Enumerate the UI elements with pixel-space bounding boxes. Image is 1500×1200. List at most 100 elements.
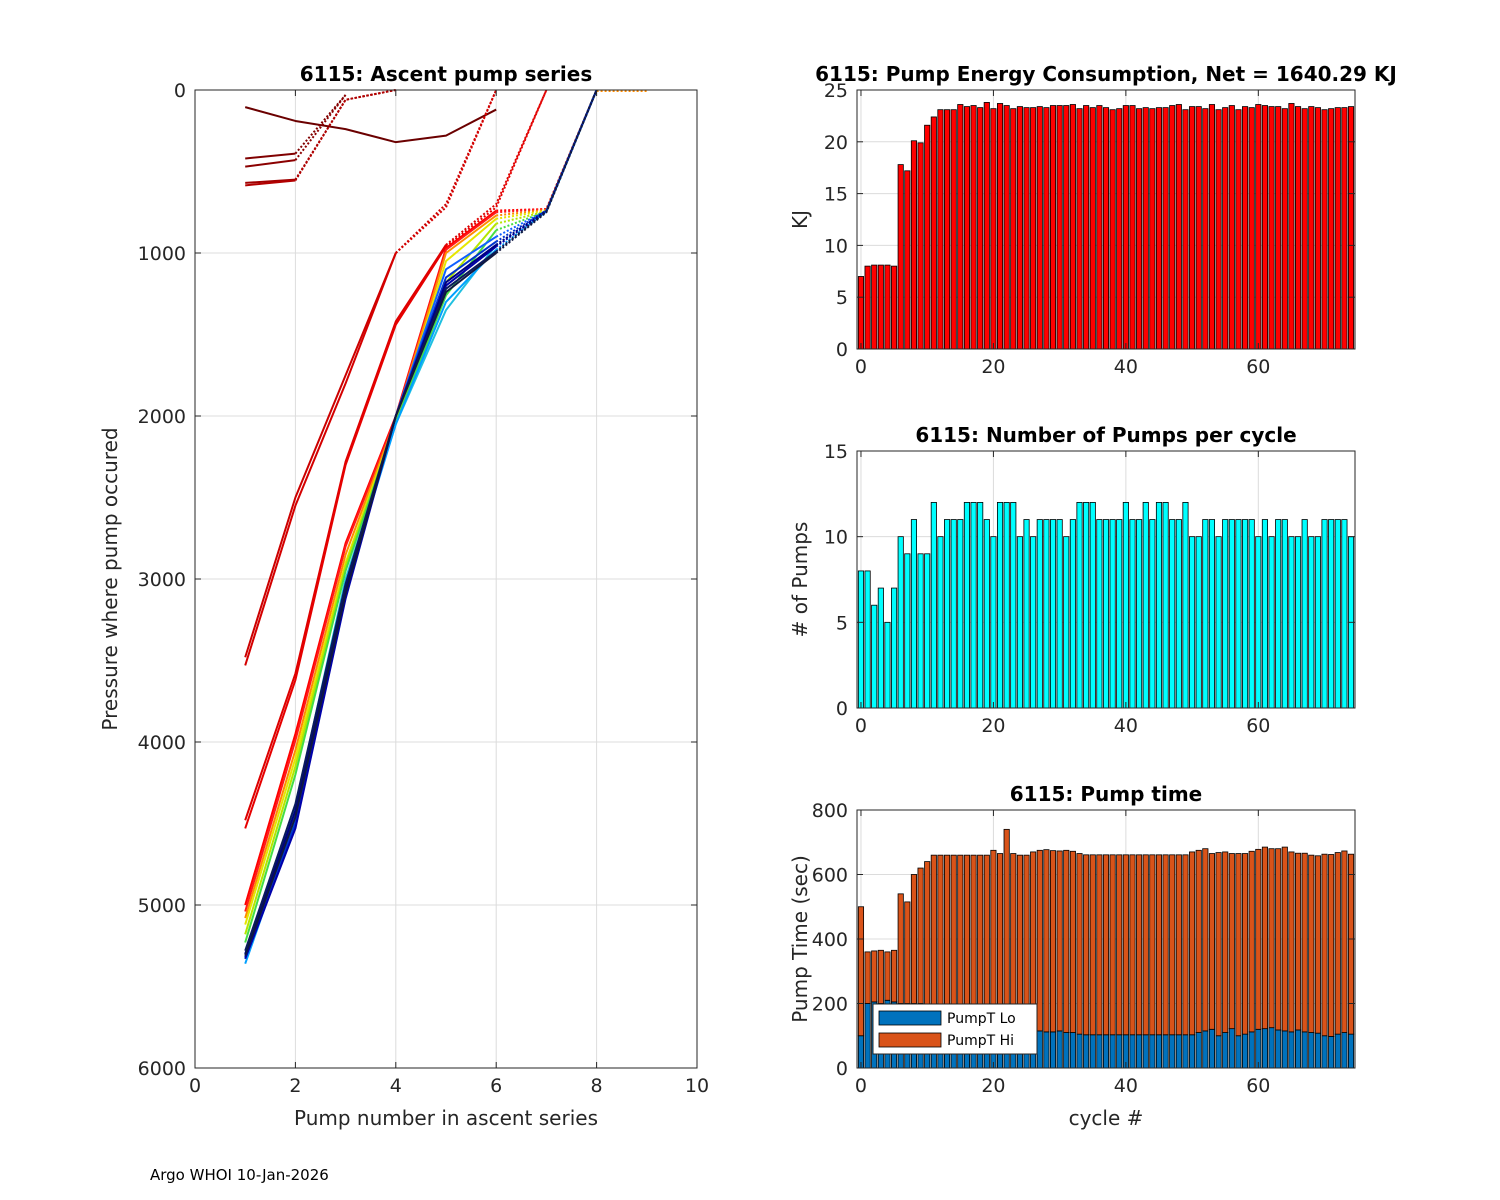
bar bbox=[1314, 107, 1321, 350]
bar-pumpt-lo bbox=[1109, 1034, 1116, 1069]
bar bbox=[1281, 519, 1288, 709]
bar-pumpt-lo bbox=[1116, 1034, 1123, 1069]
bar-pumpt-hi bbox=[1043, 849, 1050, 1033]
series-line bbox=[245, 179, 296, 187]
bar bbox=[871, 264, 878, 350]
bar bbox=[1334, 519, 1341, 709]
bar-pumpt-lo bbox=[1208, 1028, 1216, 1069]
bar bbox=[917, 553, 924, 709]
ascent-pump-series-chart: 0 2 4 6 8 10 0 1000 2000 3000 4000 5000 6000 6115: As… bbox=[98, 62, 709, 1130]
bar bbox=[924, 553, 931, 709]
legend-label: PumpT Lo bbox=[947, 1011, 1016, 1027]
bar-pumpt-lo bbox=[1314, 1032, 1321, 1069]
x-tick-label: 2 bbox=[289, 1075, 301, 1097]
pumps-per-cycle-chart: 0 20 40 60 0 5 10 15 6115: Number of Pumps per c… bbox=[788, 423, 1356, 737]
bar-pumpt-lo bbox=[1063, 1032, 1070, 1069]
bar-pumpt-lo bbox=[1347, 1033, 1355, 1069]
bar-pumpt-hi bbox=[1116, 854, 1123, 1036]
bar bbox=[1076, 108, 1083, 350]
series-line bbox=[244, 245, 447, 829]
bar bbox=[1175, 104, 1182, 350]
bar-pumpt-hi bbox=[1195, 849, 1202, 1033]
series-line-dotted bbox=[495, 89, 598, 254]
bar bbox=[1255, 104, 1262, 350]
bar bbox=[1235, 519, 1242, 709]
bar-pumpt-lo bbox=[1056, 1030, 1063, 1069]
bar bbox=[1122, 501, 1129, 709]
bar bbox=[1202, 108, 1209, 350]
series-line bbox=[244, 214, 497, 919]
bar bbox=[1136, 519, 1143, 709]
bar bbox=[897, 164, 904, 350]
bar bbox=[996, 103, 1004, 350]
axes-frame bbox=[856, 450, 1356, 709]
bar-pumpt-lo bbox=[1222, 1032, 1229, 1069]
y-tick-label: 5000 bbox=[138, 895, 186, 917]
series-line-dotted bbox=[495, 89, 598, 225]
bar bbox=[1016, 106, 1023, 350]
bar bbox=[970, 105, 977, 350]
bar bbox=[1275, 519, 1282, 709]
bar-pumpt-hi bbox=[1142, 854, 1149, 1036]
bar bbox=[1063, 536, 1070, 709]
bar bbox=[950, 519, 957, 709]
x-tick-label: 60 bbox=[1246, 715, 1270, 737]
bar bbox=[1076, 501, 1083, 709]
series-line bbox=[244, 211, 497, 912]
series-line-dotted bbox=[395, 89, 498, 254]
y-tick-label: 5 bbox=[836, 612, 848, 634]
bar bbox=[1215, 109, 1222, 350]
bar-pumpt-hi bbox=[1155, 854, 1163, 1036]
bar-pumpt-hi bbox=[1149, 854, 1156, 1036]
bar bbox=[1083, 501, 1090, 709]
series-line bbox=[244, 244, 447, 821]
series-line bbox=[244, 252, 497, 956]
bar-pumpt-lo bbox=[1275, 1029, 1282, 1069]
bar bbox=[990, 108, 997, 350]
y-tick-label: 0 bbox=[836, 339, 848, 361]
bar bbox=[1222, 107, 1229, 350]
bar bbox=[1301, 108, 1308, 350]
bar bbox=[1162, 501, 1169, 709]
bar-pumpt-hi bbox=[1162, 854, 1169, 1036]
x-tick-label: 0 bbox=[855, 1075, 867, 1097]
bar bbox=[1136, 108, 1143, 350]
bar bbox=[957, 519, 964, 709]
x-tick-label: 8 bbox=[591, 1075, 603, 1097]
x-tick-label: 4 bbox=[390, 1075, 402, 1097]
bar bbox=[977, 501, 984, 709]
bar bbox=[1129, 105, 1136, 350]
bar bbox=[1347, 106, 1355, 350]
bar-pumpt-lo bbox=[1069, 1032, 1076, 1069]
bar bbox=[1030, 536, 1037, 709]
bar bbox=[891, 265, 898, 350]
bar-pumpt-lo bbox=[1043, 1031, 1050, 1069]
bar bbox=[1069, 519, 1076, 709]
y-tick-label: 5 bbox=[836, 287, 848, 309]
bar-pumpt-hi bbox=[1208, 853, 1216, 1030]
bar bbox=[1096, 105, 1103, 350]
bar-pumpt-lo bbox=[1288, 1031, 1295, 1069]
bar bbox=[1208, 519, 1216, 709]
chart-title: 6115: Number of Pumps per cycle bbox=[915, 423, 1296, 447]
bar bbox=[1228, 519, 1235, 709]
bar bbox=[1195, 536, 1202, 709]
bar bbox=[1016, 536, 1023, 709]
bar-pumpt-lo bbox=[1281, 1030, 1288, 1069]
series-line-dotted bbox=[445, 89, 548, 246]
x-axis-label: Pump number in ascent series bbox=[294, 1106, 598, 1130]
bar-pumpt-hi bbox=[1294, 852, 1302, 1031]
bar bbox=[1215, 536, 1222, 709]
axes-frame bbox=[856, 89, 1356, 350]
y-axis-label: # of Pumps bbox=[788, 522, 812, 638]
bar bbox=[1003, 105, 1010, 350]
bar-pumpt-hi bbox=[1328, 854, 1335, 1037]
y-tick-label: 0 bbox=[836, 1058, 848, 1080]
y-tick-label: 4000 bbox=[138, 732, 186, 754]
bar-pumpt-lo bbox=[1215, 1035, 1222, 1069]
bar-pumpt-lo bbox=[1089, 1034, 1096, 1069]
bar bbox=[1162, 107, 1169, 350]
bar bbox=[1228, 105, 1235, 350]
bar bbox=[1328, 108, 1335, 350]
